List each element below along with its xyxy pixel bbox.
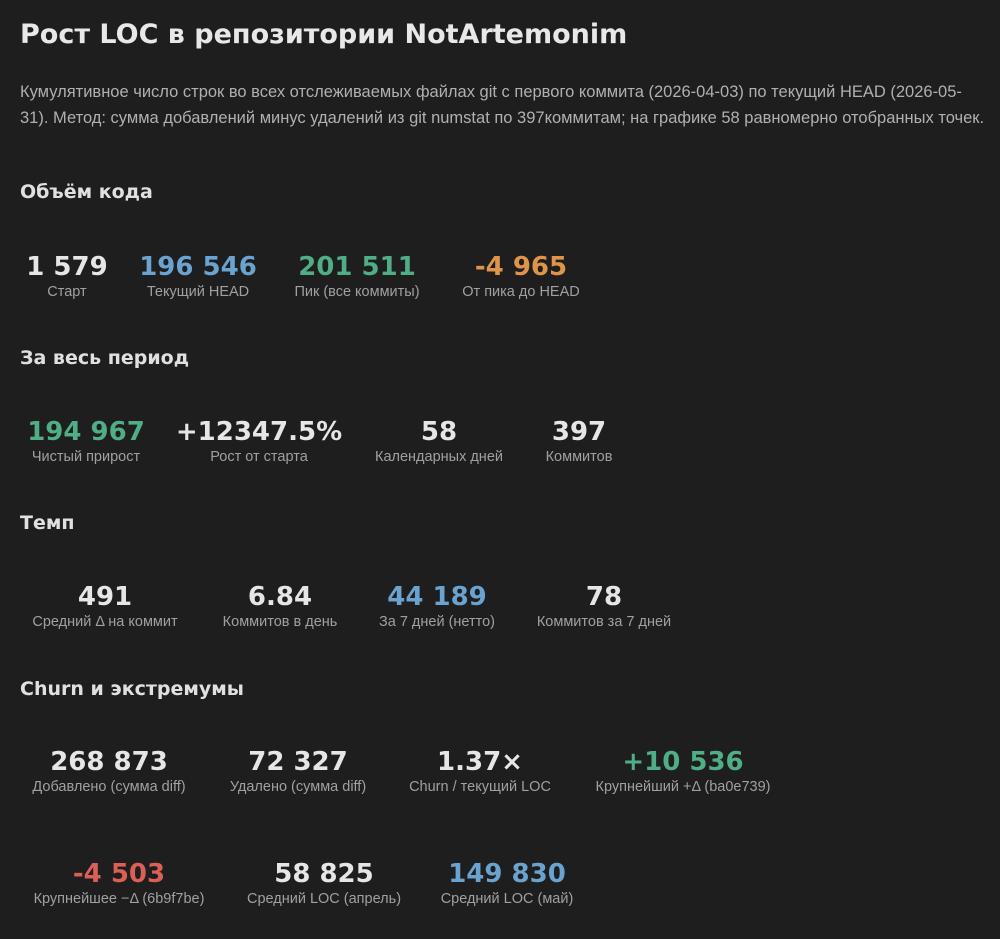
stat-label: Коммитов <box>545 449 613 465</box>
stat-current-head: 196 546 Текущий HEAD <box>139 252 257 302</box>
section-title-period: За весь период <box>20 347 190 369</box>
stat-calendar-days: 58 Календарных дней <box>375 417 503 467</box>
stat-label: Коммитов в день <box>222 614 338 630</box>
stat-label: Средний Δ на коммит <box>32 614 178 630</box>
section-title-volume: Объём кода <box>20 181 153 203</box>
stat-label: Удалено (сумма diff) <box>229 779 367 795</box>
stat-label: Коммитов за 7 дней <box>536 614 672 630</box>
stat-value: 1.37× <box>437 747 523 777</box>
stat-avg-delta: 491 Средний Δ на коммит <box>32 582 177 632</box>
stat-value: 491 <box>77 582 133 612</box>
stat-label: За 7 дней (нетто) <box>378 614 496 630</box>
stat-value: 72 327 <box>248 747 348 777</box>
stat-removed: 72 327 Удалено (сумма diff) <box>230 747 366 797</box>
stat-7-days-net: 44 189 За 7 дней (нетто) <box>379 582 495 632</box>
stat-label: Средний LOC (апрель) <box>246 891 402 907</box>
stat-growth-pct: +12347.5% Рост от старта <box>176 417 342 467</box>
stat-label: Средний LOC (май) <box>440 891 574 907</box>
section-title-churn: Churn и экстремумы <box>20 678 244 700</box>
stat-label: Текущий HEAD <box>146 284 250 300</box>
stat-value: +12347.5% <box>175 417 343 447</box>
stat-peak: 201 511 Пик (все коммиты) <box>294 252 419 302</box>
stat-label: Крупнейшее −Δ (6b9f7be) <box>33 891 205 907</box>
stat-value: -4 965 <box>474 252 568 282</box>
stat-label: Календарных дней <box>375 449 503 465</box>
stat-avg-loc-may: 149 830 Средний LOC (май) <box>441 859 574 909</box>
stat-largest-minus: -4 503 Крупнейшее −Δ (6b9f7be) <box>34 859 205 909</box>
page-description: Кумулятивное число строк во всех отслежи… <box>20 83 985 127</box>
stat-net-growth: 194 967 Чистый прирост <box>27 417 145 467</box>
stat-label: Чистый прирост <box>31 449 141 465</box>
stat-label: Старт <box>47 284 87 300</box>
page: Рост LOC в репозитории NotArtemonim Куму… <box>0 0 1000 131</box>
stat-label: Добавлено (сумма diff) <box>32 779 186 795</box>
stat-commits-7-days: 78 Коммитов за 7 дней <box>537 582 671 632</box>
stat-value: 58 825 <box>274 859 374 889</box>
stat-value: 58 <box>420 417 458 447</box>
stat-value: +10 536 <box>622 747 744 777</box>
section-title-pace: Темп <box>20 512 75 534</box>
stat-start: 1 579 Старт <box>26 252 107 302</box>
stat-label: Пик (все коммиты) <box>294 284 420 300</box>
stat-label: Рост от старта <box>210 449 308 465</box>
stat-value: 149 830 <box>448 859 566 889</box>
stat-commits: 397 Коммитов <box>546 417 613 467</box>
stat-avg-loc-april: 58 825 Средний LOC (апрель) <box>247 859 401 909</box>
page-title: Рост LOC в репозитории NotArtemonim <box>20 19 628 50</box>
stat-value: 397 <box>551 417 607 447</box>
stat-value: 201 511 <box>298 252 416 282</box>
stat-value: -4 503 <box>72 859 166 889</box>
stat-value: 44 189 <box>387 582 487 612</box>
stat-added: 268 873 Добавлено (сумма diff) <box>32 747 185 797</box>
stat-value: 1 579 <box>26 252 108 282</box>
stat-commits-per-day: 6.84 Коммитов в день <box>223 582 338 632</box>
stat-value: 268 873 <box>50 747 168 777</box>
stat-value: 78 <box>585 582 623 612</box>
stat-churn-ratio: 1.37× Churn / текущий LOC <box>409 747 551 797</box>
stat-label: Churn / текущий LOC <box>409 779 551 795</box>
stat-value: 196 546 <box>139 252 257 282</box>
stat-peak-to-head: -4 965 От пика до HEAD <box>462 252 580 302</box>
stat-value: 194 967 <box>27 417 145 447</box>
stat-value: 6.84 <box>247 582 313 612</box>
stat-label: Крупнейший +Δ (ba0e739) <box>595 779 771 795</box>
stat-largest-plus: +10 536 Крупнейший +Δ (ba0e739) <box>596 747 771 797</box>
stat-label: От пика до HEAD <box>462 284 580 300</box>
